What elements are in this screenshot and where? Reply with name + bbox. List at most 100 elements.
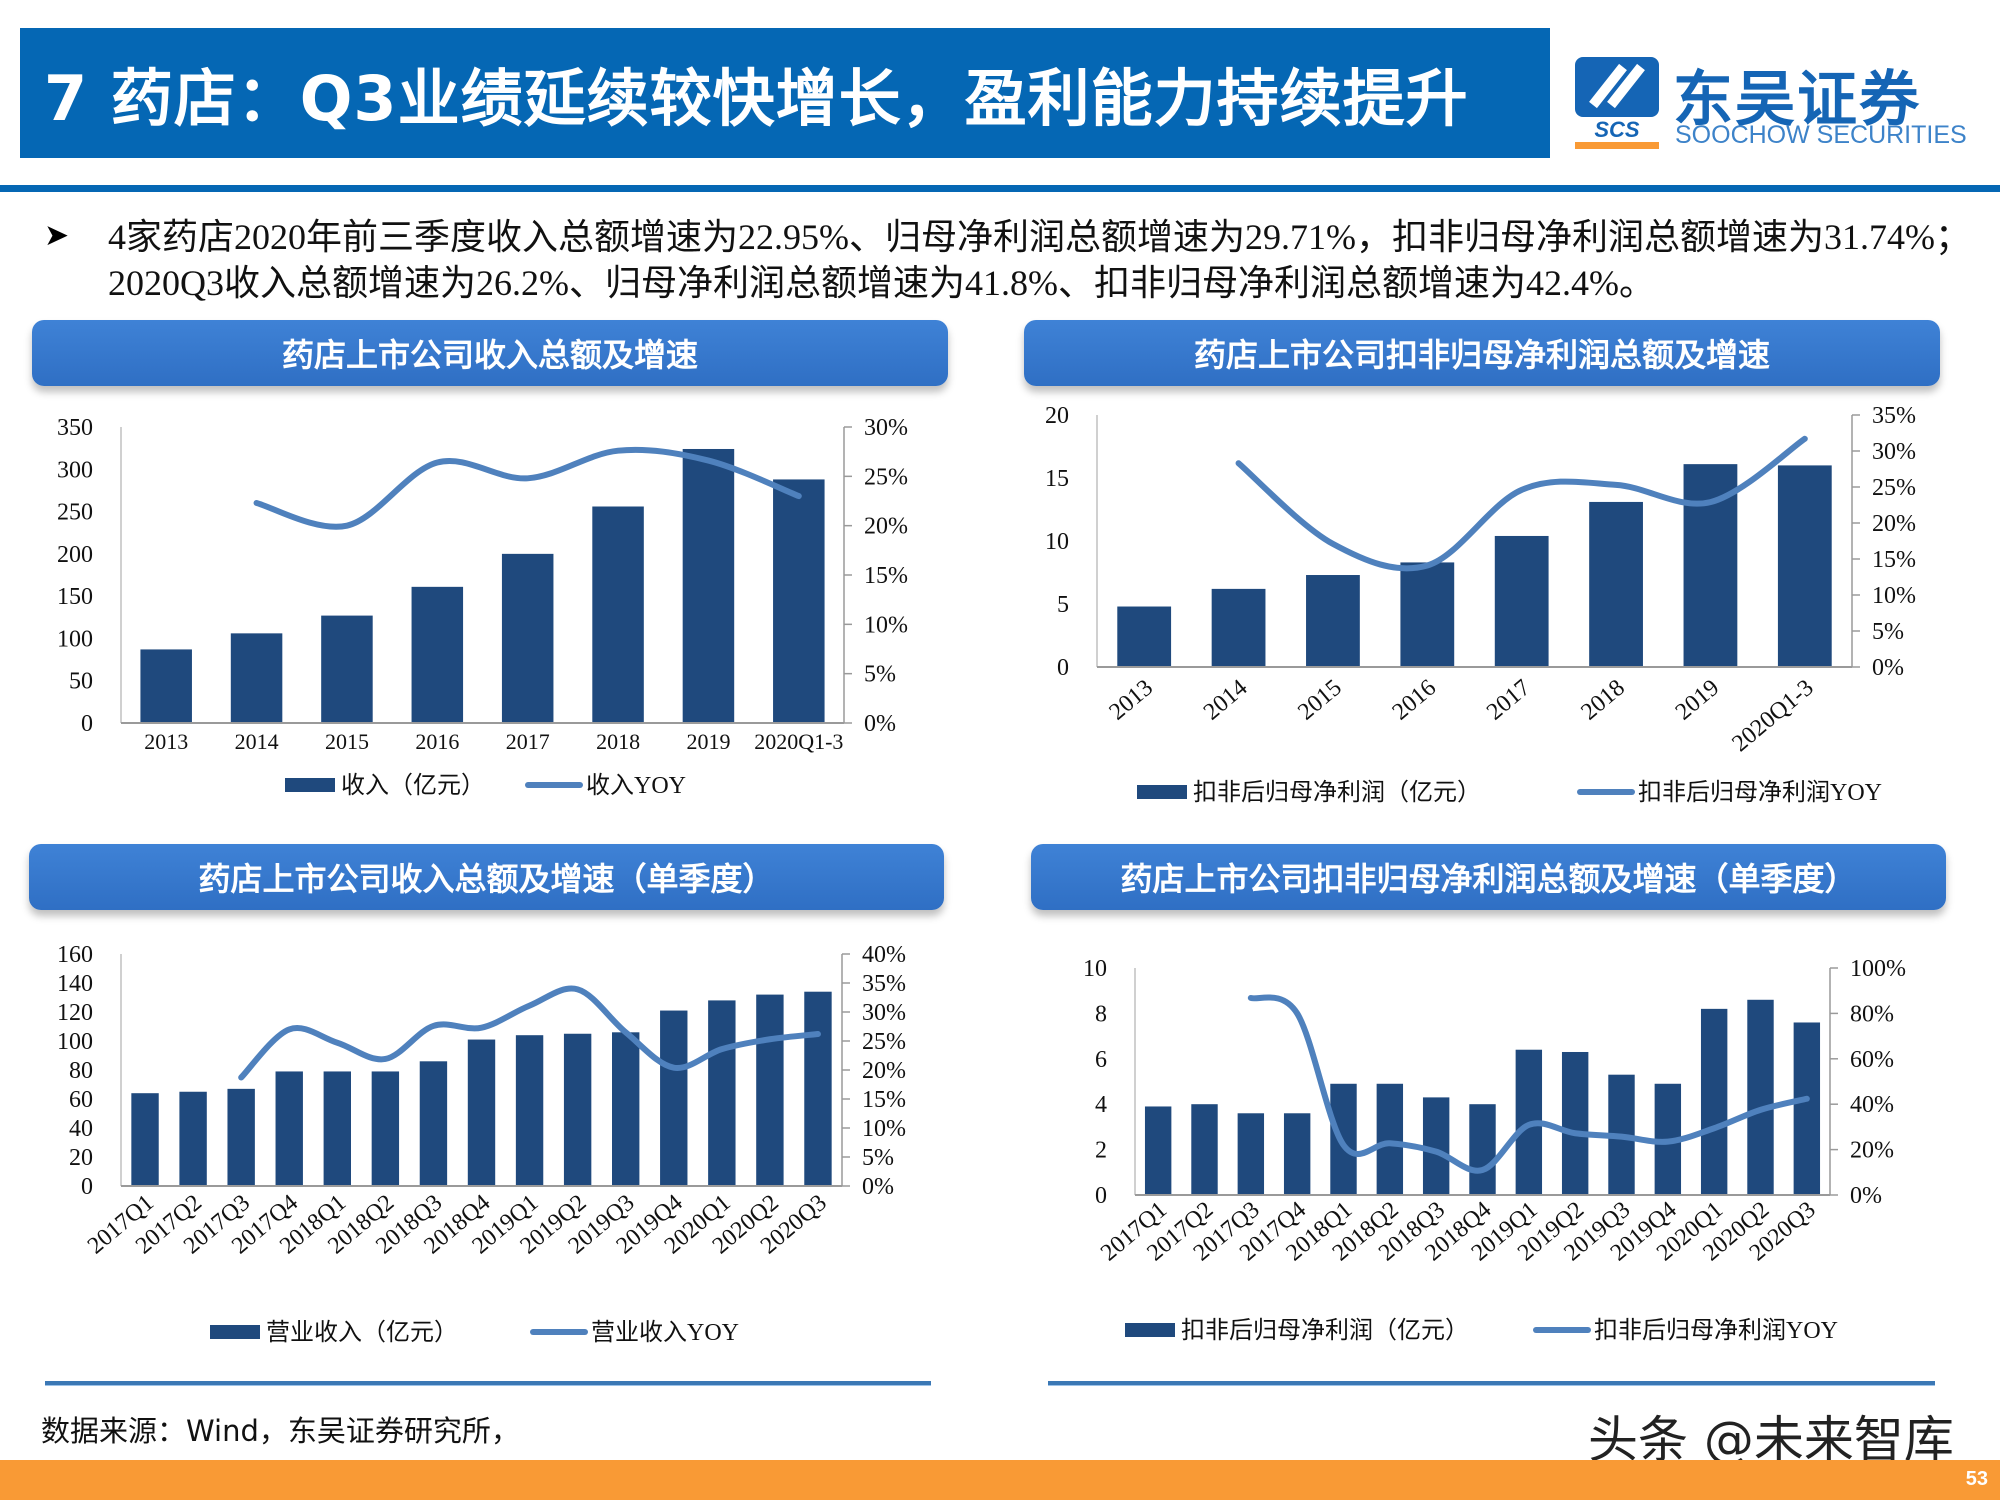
chart-2-bar — [1683, 464, 1738, 667]
chart-3-left-tick-label: 60 — [69, 1087, 93, 1113]
chart-4-right-tick-label: 100% — [1850, 956, 1906, 982]
chart-2-x-label: 2020Q1-3 — [1727, 675, 1818, 757]
chart-3-bar — [227, 1088, 255, 1186]
chart-1-right-tick-label: 15% — [864, 563, 908, 589]
chart-3-x-label: 2017Q3 — [179, 1190, 255, 1260]
chart-1-legend-line-label: 收入YOY — [586, 772, 686, 799]
chart-2-x-label: 2019 — [1671, 675, 1724, 726]
chart-3-bar — [131, 1093, 159, 1186]
chart-1-left-tick-label: 50 — [69, 669, 93, 695]
slide-title-bar: 7 药店：Q3业绩延续较快增长，盈利能力持续提升 — [20, 28, 1550, 158]
chart-1-bar — [140, 649, 192, 723]
chart-1-left-tick-label: 350 — [57, 415, 93, 441]
chart-3-bar — [612, 1032, 640, 1186]
chart-4-bar — [1654, 1083, 1682, 1195]
chart-4-left-tick-label: 8 — [1095, 1001, 1107, 1027]
chart-4-left-tick-label: 10 — [1083, 956, 1107, 982]
chart-3-bar — [563, 1033, 592, 1186]
chart-4-legend-line-label: 扣非后归母净利润YOY — [1594, 1317, 1838, 1344]
chart-1-right-tick-label: 20% — [864, 514, 908, 540]
footer-band: 53 — [0, 1460, 2000, 1500]
chart-3-bar — [708, 1000, 736, 1186]
chart-1-title: 药店上市公司收入总额及增速 — [32, 320, 948, 386]
chart-3-bar — [275, 1071, 303, 1186]
chart-2-right-tick-label: 35% — [1872, 403, 1916, 429]
chart-3-right-tick-label: 20% — [862, 1058, 906, 1084]
chart-4-x-label: 2018Q1 — [1281, 1197, 1357, 1267]
chart-4-left-tick-label: 4 — [1095, 1092, 1107, 1118]
chart-4-right-tick-label: 40% — [1850, 1092, 1894, 1118]
chart-4-legend-bar-label: 扣非后归母净利润（亿元） — [1181, 1317, 1469, 1344]
chart-1-left-tick-label: 250 — [57, 500, 93, 526]
chart-4-x-label: 2019Q4 — [1606, 1197, 1682, 1267]
chart-3-left-tick-label: 0 — [81, 1174, 93, 1200]
chart-2-x-label: 2016 — [1388, 675, 1441, 726]
chart-3-right-tick-label: 0% — [862, 1174, 894, 1200]
chart-2-legend-bar-label: 扣非后归母净利润（亿元） — [1193, 779, 1481, 806]
chart-1-left-tick-label: 100 — [57, 626, 93, 652]
chart-3-title: 药店上市公司收入总额及增速（单季度） — [29, 844, 944, 910]
watermark: 头条 @未来智库 — [1588, 1411, 1954, 1469]
chart-3-x-label: 2017Q1 — [83, 1190, 159, 1260]
chart-3-bar — [467, 1039, 496, 1186]
chart-2-right-tick-label: 30% — [1872, 439, 1916, 465]
chart-3-x-label: 2018Q4 — [419, 1190, 495, 1260]
chart-3-x-label: 2019Q4 — [612, 1190, 688, 1260]
chart-2-x-label: 2014 — [1199, 675, 1252, 726]
chart-3-x-label: 2020Q3 — [756, 1190, 832, 1260]
chart-1-right-tick-label: 30% — [864, 415, 908, 441]
chart-2-left-tick-label: 5 — [1057, 592, 1069, 618]
chart-3-yoy-line — [238, 985, 821, 1081]
chart-2-left-tick-label: 10 — [1045, 529, 1069, 555]
chart-1-x-label: 2017 — [506, 729, 550, 754]
chart-1-legend-bar-swatch — [285, 778, 335, 792]
chart-1-legend-bar-label: 收入（亿元） — [341, 772, 485, 799]
chart-1-right-tick-label: 25% — [864, 464, 908, 490]
chart-4-bar — [1608, 1074, 1635, 1195]
chart-4-x-label: 2020Q3 — [1745, 1197, 1821, 1267]
chart-3-legend-bar-swatch — [210, 1325, 260, 1339]
chart-3-bar — [515, 1035, 544, 1186]
chart-1-x-label: 2014 — [235, 729, 279, 754]
chart-2-x-label: 2015 — [1293, 675, 1346, 726]
chart-2-right-tick-label: 5% — [1872, 619, 1904, 645]
chart-4-bar — [1144, 1106, 1172, 1195]
scs-logo-mark-icon: SCS — [1575, 57, 1659, 149]
chart-3-left-tick-label: 120 — [57, 1000, 93, 1026]
chart-4-left-tick-label: 2 — [1095, 1138, 1107, 1164]
chart-3-bar — [419, 1061, 448, 1186]
chart-2-right-tick-label: 20% — [1872, 511, 1916, 537]
chart-2-bar — [1306, 575, 1360, 667]
chart-4-bar — [1422, 1097, 1450, 1195]
chart-1-right-tick-label: 5% — [864, 662, 896, 688]
chart-3-bar — [323, 1071, 351, 1186]
chart-4-right-tick-label: 0% — [1850, 1183, 1882, 1209]
chart-4-x-label: 2017Q3 — [1189, 1197, 1265, 1267]
chart-4-x-label: 2019Q2 — [1513, 1197, 1589, 1267]
data-source-note: 数据来源：Wind，东吴证券研究所， — [41, 1414, 520, 1448]
chart-4-x-label: 2018Q4 — [1420, 1197, 1496, 1267]
chart-1-x-label: 2016 — [415, 729, 459, 754]
chart-2-legend-bar-swatch — [1137, 785, 1187, 799]
chart-3-left-tick-label: 160 — [57, 942, 93, 968]
chart-2-right-tick-label: 15% — [1872, 547, 1916, 573]
chart-1-bar — [321, 615, 373, 723]
chart-3-x-label: 2020Q1 — [660, 1190, 736, 1260]
chart-1-yoy-line — [253, 446, 802, 530]
chart-4-x-label: 2018Q2 — [1328, 1197, 1404, 1267]
chart-1-bar — [682, 448, 735, 723]
chart-4-bar — [1793, 1022, 1821, 1195]
chart-3-right-tick-label: 10% — [862, 1116, 906, 1142]
chart-3-x-label: 2019Q1 — [467, 1190, 543, 1260]
chart-4-legend-bar-swatch — [1125, 1323, 1175, 1337]
chart-3-legend-line-label: 营业收入YOY — [591, 1319, 739, 1346]
chart-2-right-tick-label: 10% — [1872, 583, 1916, 609]
chart-3-right-tick-label: 30% — [862, 1000, 906, 1026]
chart-2-bar — [1777, 465, 1832, 667]
chart-4-right-tick-label: 20% — [1850, 1138, 1894, 1164]
chart-4-right-tick-label: 80% — [1850, 1001, 1894, 1027]
chart-3-x-label: 2019Q3 — [564, 1190, 640, 1260]
chart-2-right-tick-label: 0% — [1872, 655, 1904, 681]
chart-3-x-label: 2018Q2 — [323, 1190, 399, 1260]
chart-4-bar — [1191, 1104, 1218, 1195]
